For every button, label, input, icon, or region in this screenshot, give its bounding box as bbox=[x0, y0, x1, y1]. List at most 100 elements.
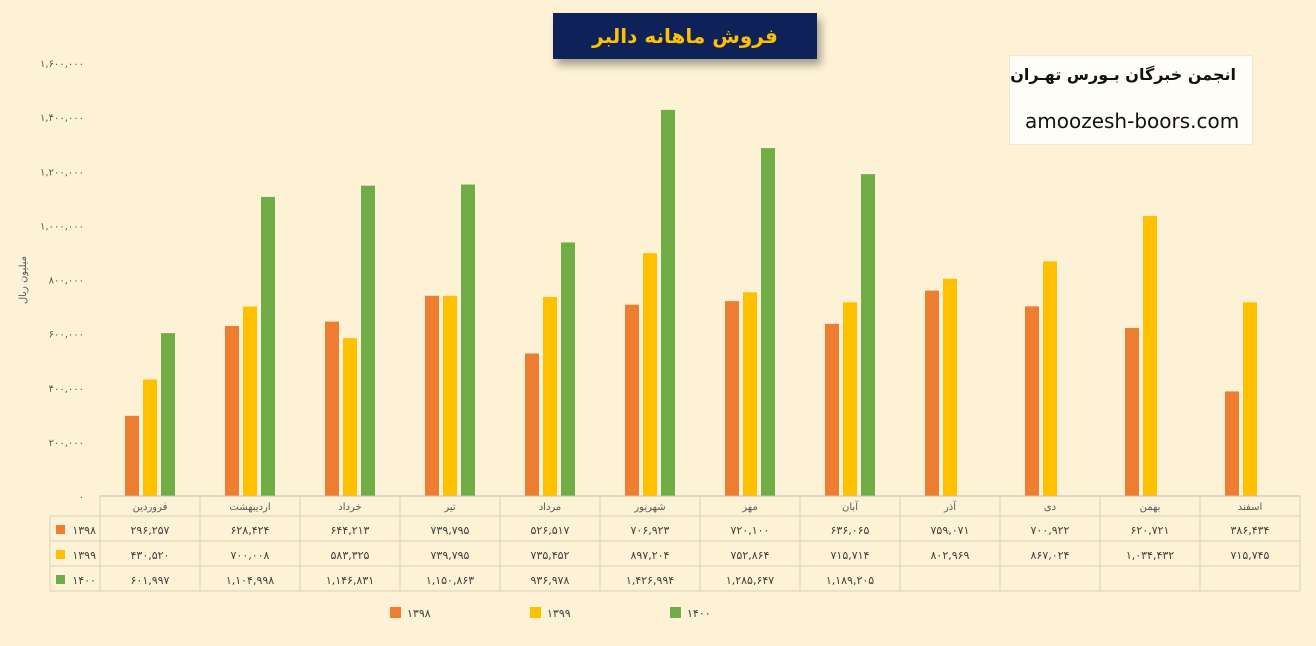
table-value: ۱,۲۸۵,۶۴۷ bbox=[726, 574, 774, 587]
y-tick-label: ۰ bbox=[79, 492, 84, 503]
y-tick-label: ۱,۴۰۰,۰۰۰ bbox=[40, 113, 84, 124]
table-value: ۲۹۶,۲۵۷ bbox=[131, 524, 170, 537]
table-value: ۴۳۰,۵۲۰ bbox=[131, 549, 170, 562]
table-legend-key-2 bbox=[56, 550, 65, 559]
table-value: ۸۶۷,۰۲۴ bbox=[1031, 549, 1070, 562]
category-label: فروردین bbox=[133, 502, 168, 513]
table-value: ۱,۱۵۰,۸۶۳ bbox=[426, 574, 474, 587]
table-value: ۶۲۰,۷۲۱ bbox=[1131, 524, 1170, 537]
bar-1-7 bbox=[725, 301, 739, 496]
bar-1-3 bbox=[325, 321, 339, 496]
chart-title-box: فروش ماهانه دالبر bbox=[553, 13, 817, 59]
bar-1-10 bbox=[1025, 306, 1039, 496]
table-value: ۱,۱۰۴,۹۹۸ bbox=[226, 574, 274, 587]
table-value: ۷۳۵,۴۵۲ bbox=[531, 549, 570, 562]
bar-2-5 bbox=[543, 296, 557, 496]
legend-label: ۱۳۹۸ bbox=[407, 607, 431, 620]
table-series-name: ۱۳۹۸ bbox=[72, 524, 96, 537]
table-series-name: ۱۳۹۹ bbox=[72, 549, 96, 562]
legend-label: ۱۴۰۰ bbox=[687, 607, 711, 620]
table-value: ۷۱۵,۷۱۴ bbox=[831, 549, 870, 562]
category-label: آذر bbox=[943, 500, 957, 513]
table-value: ۳۸۶,۴۳۴ bbox=[1231, 524, 1270, 537]
table-value: ۶۴۴,۲۱۳ bbox=[331, 524, 370, 537]
y-tick-label: ۴۰۰,۰۰۰ bbox=[49, 384, 84, 395]
table-legend-key-1 bbox=[56, 525, 65, 534]
table-value: ۷۵۲,۸۶۴ bbox=[731, 549, 770, 562]
bar-3-8 bbox=[861, 174, 875, 497]
bar-3-3 bbox=[361, 185, 375, 496]
bar-2-2 bbox=[243, 306, 257, 496]
bar-3-2 bbox=[261, 196, 275, 497]
category-label: دی bbox=[1044, 502, 1056, 513]
bar-2-9 bbox=[943, 278, 957, 496]
category-label: شهریور bbox=[633, 502, 665, 513]
table-value: ۸۹۷,۲۰۴ bbox=[631, 549, 670, 562]
y-tick-label: ۱,۶۰۰,۰۰۰ bbox=[40, 59, 84, 70]
table-value: ۶۳۶,۰۶۵ bbox=[831, 524, 870, 537]
table-value: ۱,۴۲۶,۹۹۴ bbox=[626, 574, 674, 587]
category-label: مهر bbox=[741, 502, 757, 513]
table-value: ۱,۱۴۶,۸۳۱ bbox=[326, 574, 374, 587]
y-tick-label: ۶۰۰,۰۰۰ bbox=[49, 330, 84, 341]
table-value: ۷۳۹,۷۹۵ bbox=[431, 549, 470, 562]
table-value: ۵۸۳,۳۲۵ bbox=[331, 549, 370, 562]
bar-3-7 bbox=[761, 148, 775, 496]
y-tick-label: ۱,۲۰۰,۰۰۰ bbox=[40, 167, 84, 178]
legend-label: ۱۳۹۹ bbox=[547, 607, 571, 620]
bar-3-4 bbox=[461, 184, 475, 496]
bar-3-5 bbox=[561, 242, 575, 496]
bar-1-1 bbox=[125, 415, 139, 496]
legend-key-3 bbox=[670, 607, 681, 618]
y-tick-label: ۱,۰۰۰,۰۰۰ bbox=[40, 221, 84, 232]
brand-url: amoozesh-boors.com bbox=[1025, 109, 1240, 133]
bar-2-3 bbox=[343, 338, 357, 496]
table-value: ۶۰۱,۹۹۷ bbox=[131, 574, 170, 587]
bar-1-12 bbox=[1225, 391, 1239, 496]
category-label: تیر bbox=[443, 502, 456, 513]
bar-1-8 bbox=[825, 323, 839, 496]
table-value: ۱,۰۳۴,۴۳۲ bbox=[1126, 549, 1174, 562]
bar-1-6 bbox=[625, 304, 639, 496]
y-tick-label: ۲۰۰,۰۰۰ bbox=[49, 438, 84, 449]
category-label: اسفند bbox=[1238, 502, 1262, 513]
bar-2-6 bbox=[643, 253, 657, 496]
bar-2-1 bbox=[143, 379, 157, 496]
category-label: مرداد bbox=[539, 502, 562, 513]
table-value: ۶۲۸,۴۲۴ bbox=[231, 524, 270, 537]
bar-2-11 bbox=[1143, 216, 1157, 497]
brand-name: انجمن خبرگان بـورس تهـران bbox=[1010, 65, 1236, 84]
y-axis-title: میلیون ریال bbox=[18, 256, 29, 304]
category-label: بهمن bbox=[1140, 502, 1161, 513]
category-label: خرداد bbox=[338, 502, 361, 513]
table-value: ۹۳۶,۹۷۸ bbox=[531, 574, 570, 587]
brand-box: انجمن خبرگان بـورس تهـران amoozesh-boors… bbox=[1009, 55, 1253, 145]
table-legend-key-3 bbox=[56, 575, 65, 584]
legend-key-1 bbox=[390, 607, 401, 618]
bar-1-11 bbox=[1125, 328, 1139, 496]
table-value: ۷۰۰,۹۲۲ bbox=[1031, 524, 1070, 537]
bar-1-5 bbox=[525, 353, 539, 496]
bar-1-4 bbox=[425, 295, 439, 496]
table-value: ۷۰۰,۰۰۸ bbox=[231, 549, 270, 562]
category-label: اردیبهشت bbox=[229, 502, 270, 513]
bar-3-1 bbox=[161, 333, 175, 496]
table-value: ۷۰۶,۹۲۳ bbox=[631, 524, 670, 537]
bar-1-2 bbox=[225, 325, 239, 496]
bar-2-8 bbox=[843, 302, 857, 496]
table-value: ۸۰۲,۹۶۹ bbox=[931, 549, 970, 562]
table-value: ۱,۱۸۹,۲۰۵ bbox=[826, 574, 874, 587]
bar-2-12 bbox=[1243, 302, 1257, 496]
table-value: ۷۱۵,۷۴۵ bbox=[1231, 549, 1270, 562]
table-value: ۷۳۹,۷۹۵ bbox=[431, 524, 470, 537]
legend-key-2 bbox=[530, 607, 541, 618]
bar-3-6 bbox=[661, 109, 675, 496]
bar-2-7 bbox=[743, 292, 757, 496]
table-value: ۷۲۰,۱۰۰ bbox=[731, 524, 770, 537]
chart-title: فروش ماهانه دالبر bbox=[592, 24, 778, 48]
y-tick-label: ۸۰۰,۰۰۰ bbox=[49, 276, 84, 287]
table-value: ۵۲۶,۵۱۷ bbox=[531, 524, 570, 537]
table-series-name: ۱۴۰۰ bbox=[72, 574, 96, 587]
